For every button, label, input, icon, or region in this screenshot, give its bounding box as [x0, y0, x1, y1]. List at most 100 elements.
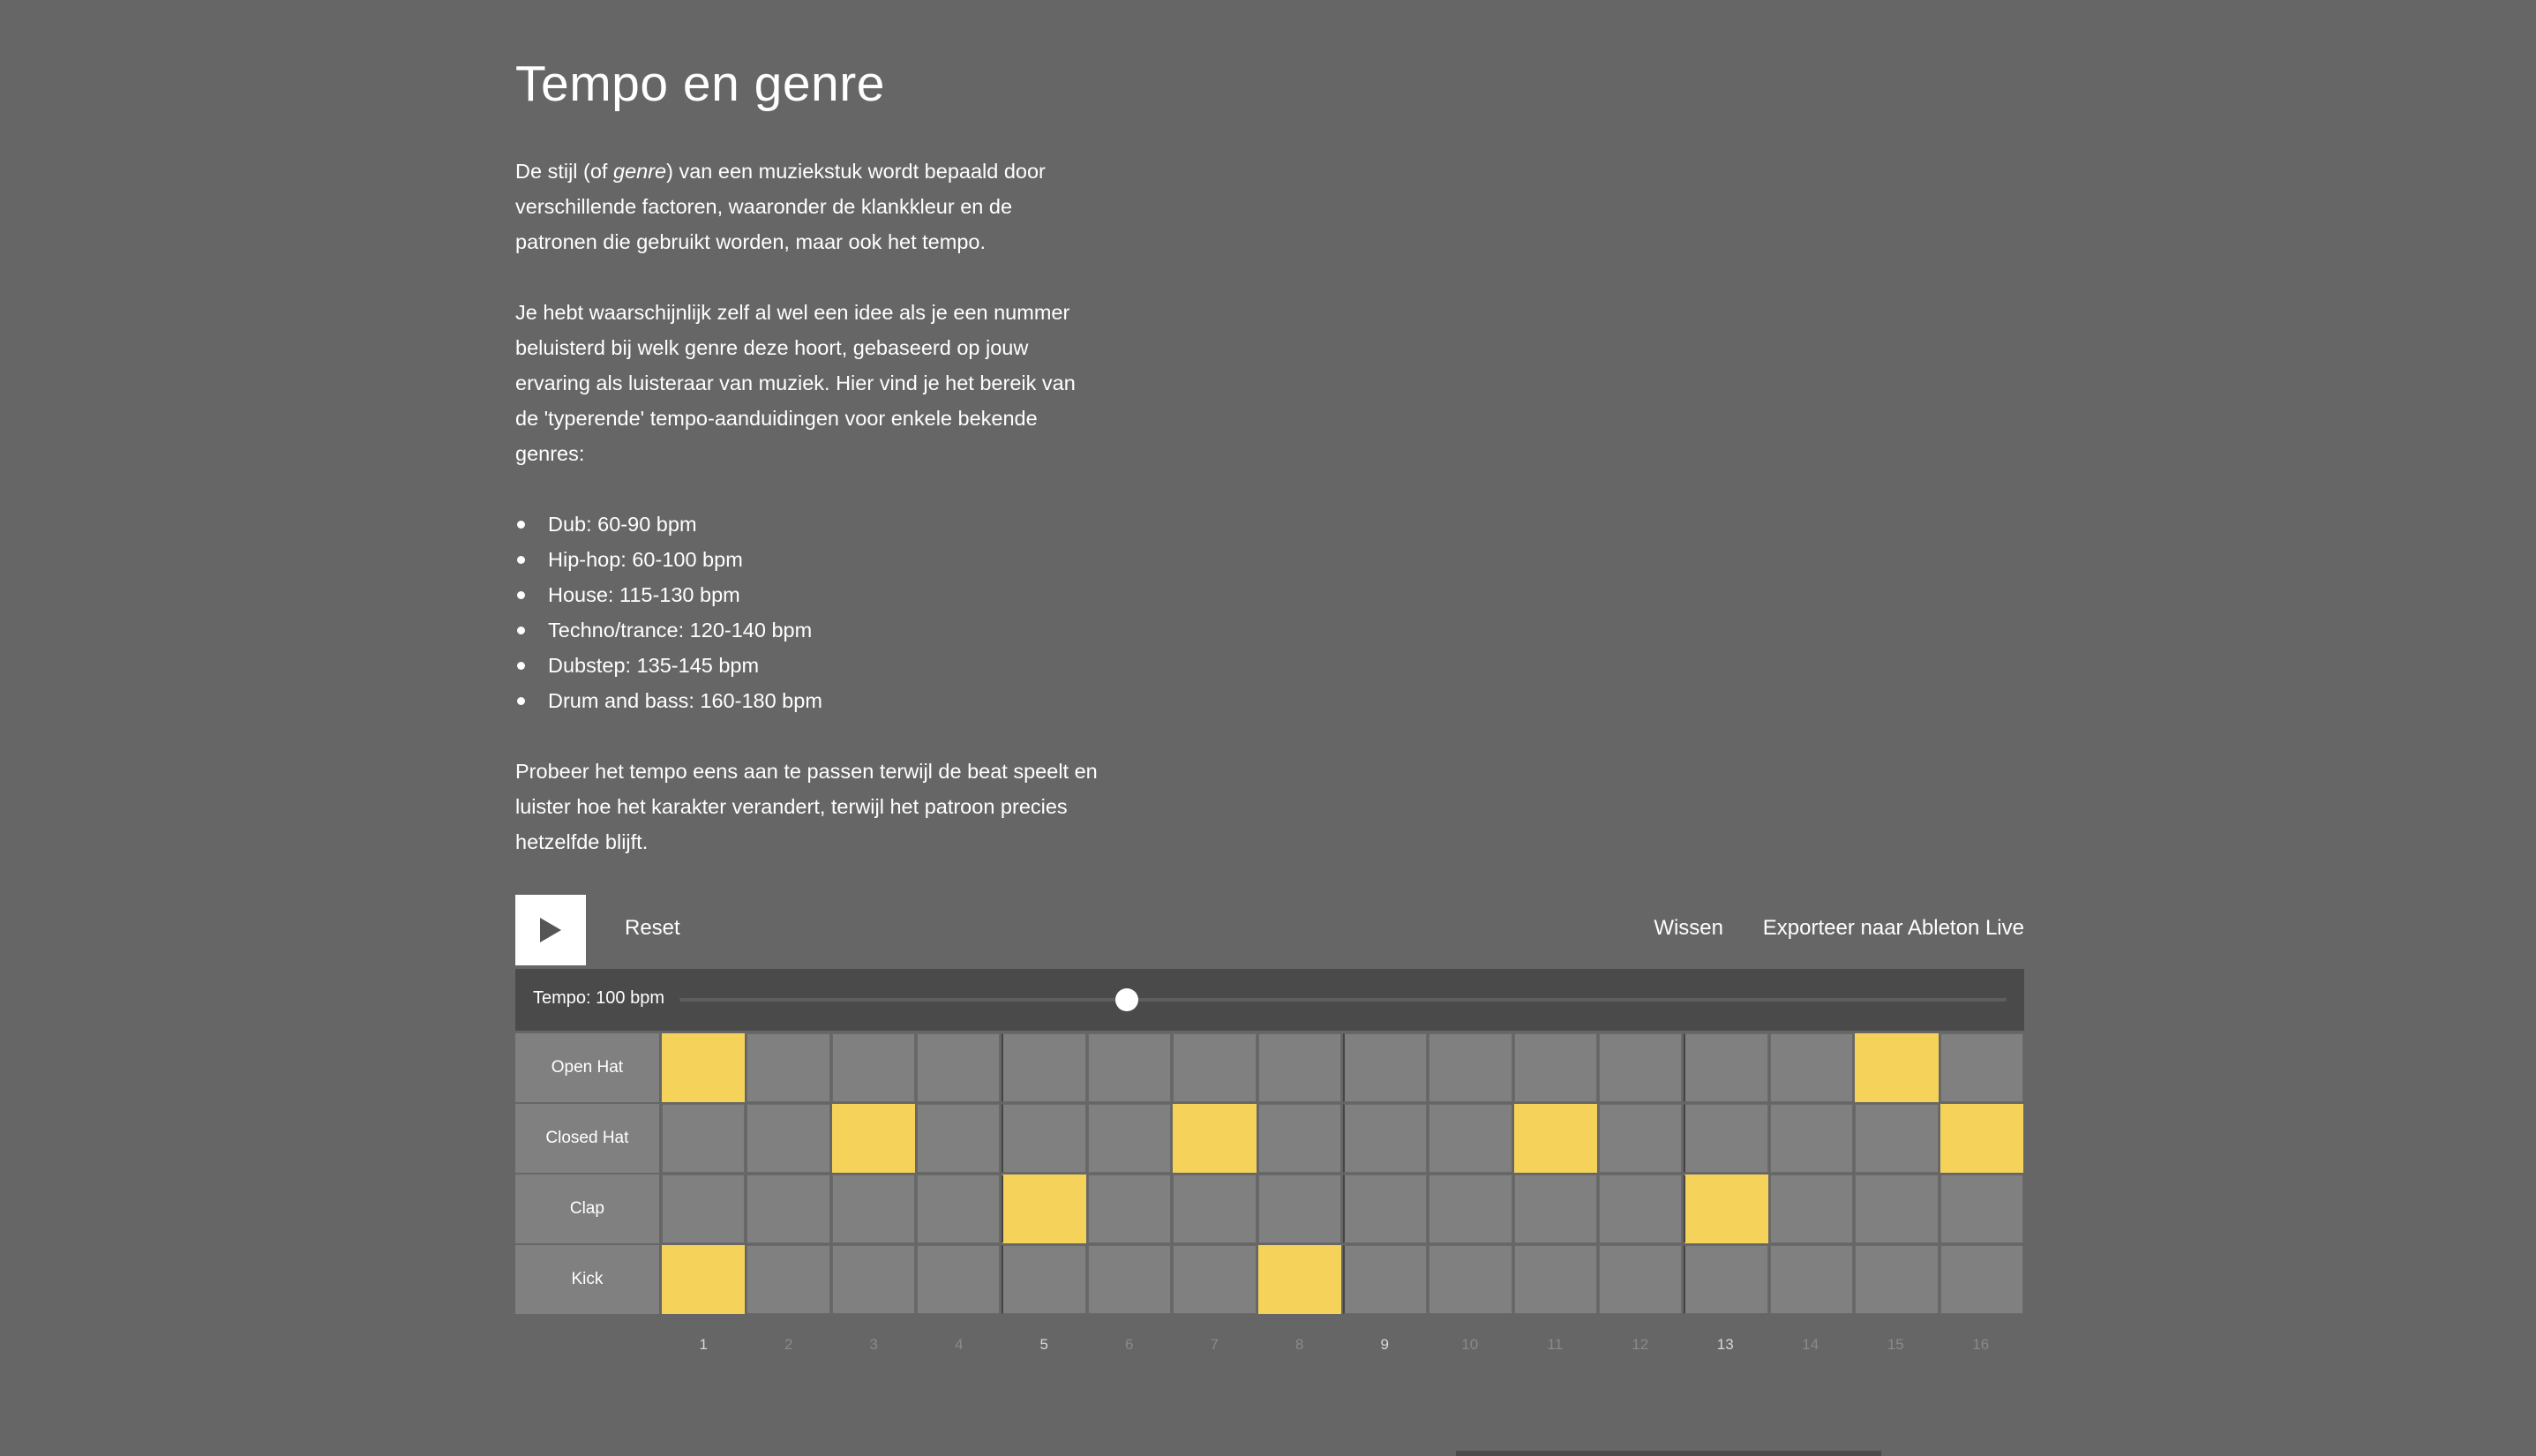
step-cell[interactable]	[1940, 1245, 2024, 1314]
step-cell[interactable]	[1684, 1104, 1768, 1173]
intro-paragraph-3: Probeer het tempo eens aan te passen ter…	[515, 760, 1098, 853]
step-cell[interactable]	[1940, 1033, 2024, 1102]
step-number: 7	[1210, 1336, 1219, 1353]
step-cell[interactable]	[1173, 1033, 1257, 1102]
step-cell[interactable]	[916, 1245, 1001, 1314]
step-number: 1	[699, 1336, 708, 1353]
step-cell[interactable]	[1513, 1245, 1598, 1314]
list-item: Dub: 60-90 bpm	[515, 507, 1098, 542]
step-cell[interactable]	[1257, 1033, 1341, 1102]
step-cell[interactable]	[1599, 1245, 1683, 1314]
list-item: Techno/trance: 120-140 bpm	[515, 612, 1098, 648]
tempo-bar: Tempo: 100 bpm	[515, 969, 2024, 1031]
step-cell[interactable]	[1087, 1175, 1172, 1243]
step-cell[interactable]	[661, 1033, 746, 1102]
step-cell[interactable]	[1342, 1104, 1428, 1173]
list-item: Dubstep: 135-145 bpm	[515, 648, 1098, 683]
step-cell[interactable]	[1513, 1175, 1598, 1243]
sequencer-row: Closed Hat	[515, 1103, 2024, 1174]
step-cell[interactable]	[661, 1245, 746, 1314]
step-cell[interactable]	[1002, 1175, 1086, 1243]
step-cell[interactable]	[831, 1033, 915, 1102]
sequencer-row: Clap	[515, 1174, 2024, 1244]
step-cell[interactable]	[1173, 1245, 1257, 1314]
play-icon	[540, 918, 561, 942]
step-cell[interactable]	[831, 1245, 915, 1314]
step-cell[interactable]	[1173, 1104, 1257, 1173]
step-cell[interactable]	[1855, 1033, 1939, 1102]
tempo-slider-thumb[interactable]	[1114, 988, 1138, 1011]
genre-list: Dub: 60-90 bpm Hip-hop: 60-100 bpm House…	[515, 507, 1098, 718]
step-cell[interactable]	[1684, 1175, 1768, 1243]
row-label: Clap	[515, 1175, 659, 1243]
step-numbers: 1 2 3 4 5 6 7 8 9 10 11 12 13 14 15 16	[661, 1336, 2023, 1354]
step-cell[interactable]	[1429, 1175, 1512, 1243]
step-cell[interactable]	[661, 1104, 746, 1173]
step-cell[interactable]	[661, 1175, 746, 1243]
step-cell[interactable]	[1342, 1033, 1428, 1102]
step-cell[interactable]	[1684, 1033, 1768, 1102]
play-button[interactable]	[515, 895, 586, 965]
clear-button[interactable]: Wissen	[1654, 916, 1723, 940]
step-cell[interactable]	[1769, 1033, 1854, 1102]
step-number: 2	[784, 1336, 793, 1353]
step-cell[interactable]	[1684, 1245, 1768, 1314]
step-cell[interactable]	[1429, 1104, 1512, 1173]
step-cell[interactable]	[747, 1245, 830, 1314]
step-cell[interactable]	[831, 1175, 915, 1243]
step-cell[interactable]	[1855, 1104, 1939, 1173]
step-cell[interactable]	[1002, 1104, 1086, 1173]
export-ableton-button[interactable]: Exporteer naar Ableton Live	[1762, 916, 2024, 940]
tempo-slider[interactable]	[679, 988, 2007, 1011]
bottom-scroll-bar	[1456, 1451, 1881, 1456]
step-cell[interactable]	[1342, 1245, 1428, 1314]
step-cell[interactable]	[1342, 1175, 1428, 1243]
step-cell[interactable]	[1769, 1175, 1854, 1243]
row-label: Open Hat	[515, 1033, 659, 1102]
step-cell[interactable]	[1087, 1245, 1172, 1314]
step-cell[interactable]	[1513, 1033, 1598, 1102]
step-cell[interactable]	[747, 1033, 830, 1102]
step-grid: Open Hat Closed Hat Clap Kick	[515, 1032, 2024, 1315]
step-cell[interactable]	[747, 1175, 830, 1243]
step-cell[interactable]	[1599, 1175, 1683, 1243]
step-cell[interactable]	[1769, 1245, 1854, 1314]
step-cell[interactable]	[1002, 1245, 1086, 1314]
step-cell[interactable]	[1257, 1175, 1341, 1243]
step-cell[interactable]	[916, 1175, 1001, 1243]
step-cell[interactable]	[1429, 1245, 1512, 1314]
step-number: 4	[955, 1336, 964, 1353]
step-cell[interactable]	[1940, 1175, 2024, 1243]
step-cell[interactable]	[1087, 1033, 1172, 1102]
step-number: 13	[1716, 1336, 1734, 1353]
row-label: Closed Hat	[515, 1104, 659, 1173]
step-cell[interactable]	[1855, 1245, 1939, 1314]
step-cell[interactable]	[1513, 1104, 1598, 1173]
step-cell[interactable]	[1599, 1104, 1683, 1173]
step-number: 8	[1295, 1336, 1304, 1353]
step-cell[interactable]	[916, 1033, 1001, 1102]
step-number: 9	[1380, 1336, 1389, 1353]
step-number: 16	[1972, 1336, 1990, 1353]
step-cell[interactable]	[1257, 1104, 1341, 1173]
step-cell[interactable]	[1173, 1175, 1257, 1243]
step-cell[interactable]	[916, 1104, 1001, 1173]
genre-emphasis: genre	[613, 160, 667, 183]
step-cell[interactable]	[1087, 1104, 1172, 1173]
intro-text: De stijl (of genre) van een muziekstuk w…	[515, 154, 1098, 895]
step-cell[interactable]	[1002, 1033, 1086, 1102]
list-item: House: 115-130 bpm	[515, 577, 1098, 612]
step-cell[interactable]	[747, 1104, 830, 1173]
reset-button[interactable]: Reset	[625, 916, 680, 940]
list-item: Drum and bass: 160-180 bpm	[515, 683, 1098, 718]
step-cell[interactable]	[1855, 1175, 1939, 1243]
step-cell[interactable]	[1257, 1245, 1341, 1314]
step-number: 5	[1039, 1336, 1048, 1353]
step-cell[interactable]	[1429, 1033, 1512, 1102]
step-cell[interactable]	[1940, 1104, 2024, 1173]
step-cell[interactable]	[1769, 1104, 1854, 1173]
step-cell[interactable]	[1599, 1033, 1683, 1102]
tempo-label: Tempo: 100 bpm	[533, 988, 664, 1008]
intro-paragraph-1: De stijl (of genre) van een muziekstuk w…	[515, 160, 1046, 253]
step-cell[interactable]	[831, 1104, 915, 1173]
